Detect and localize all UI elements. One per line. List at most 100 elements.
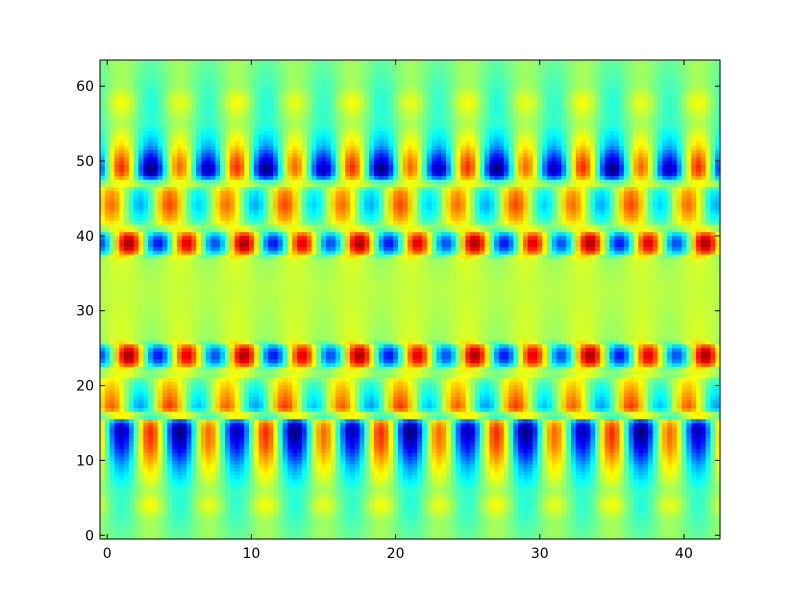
heatmap-cell [696,142,701,146]
heatmap-cell [287,195,292,199]
heatmap-cell [201,157,206,161]
heatmap-cell [191,142,196,146]
heatmap-cell [451,198,456,202]
heatmap-cell [513,202,518,206]
heatmap-cell [561,101,566,105]
heatmap-cell [201,120,206,124]
heatmap-cell [701,67,706,71]
heatmap-cell [364,116,369,120]
heatmap-cell [653,75,658,79]
heatmap-cell [494,150,499,154]
heatmap-cell [633,116,638,120]
heatmap-cell [254,105,259,109]
heatmap-cell [523,124,528,128]
heatmap-cell [403,202,408,206]
heatmap-cell [485,120,490,124]
heatmap-cell [485,97,490,101]
heatmap-cell [696,157,701,161]
heatmap-cell [571,150,576,154]
heatmap-cell [134,161,139,165]
heatmap-cell [643,94,648,98]
heatmap-cell [393,90,398,94]
heatmap-cell [182,90,187,94]
heatmap-cell [259,198,264,202]
heatmap-cell [557,150,562,154]
heatmap-cell [230,183,235,187]
heatmap-cell [658,112,663,116]
heatmap-cell [119,60,124,64]
heatmap-cell [436,187,441,191]
heatmap-cell [581,75,586,79]
heatmap-cell [480,131,485,135]
heatmap-cell [340,139,345,143]
heatmap-cell [311,97,316,101]
heatmap-cell [552,191,557,195]
heatmap-cell [460,146,465,150]
heatmap-cell [422,131,427,135]
heatmap-cell [297,75,302,79]
heatmap-cell [629,183,634,187]
heatmap-cell [691,146,696,150]
heatmap-cell [273,191,278,195]
heatmap-cell [706,109,711,113]
heatmap-cell [682,97,687,101]
heatmap-cell [662,112,667,116]
heatmap-cell [658,120,663,124]
heatmap-cell [259,94,264,98]
heatmap-cell [244,109,249,113]
heatmap-cell [509,109,514,113]
heatmap-cell [364,131,369,135]
heatmap-cell [552,146,557,150]
heatmap-cell [561,120,566,124]
heatmap-cell [710,146,715,150]
heatmap-cell [441,198,446,202]
heatmap-cell [571,97,576,101]
heatmap-cell [196,131,201,135]
heatmap-cell [321,67,326,71]
heatmap-cell [379,71,384,75]
heatmap-cell [268,101,273,105]
heatmap-cell [143,172,148,176]
heatmap-cell [398,94,403,98]
heatmap-cell [552,202,557,206]
heatmap-cell [504,157,509,161]
heatmap-cell [590,146,595,150]
heatmap-cell [456,112,461,116]
heatmap-cell [148,71,153,75]
heatmap-cell [340,161,345,165]
heatmap-cell [504,142,509,146]
heatmap-cell [239,139,244,143]
heatmap-cell [259,64,264,68]
heatmap-cell [177,139,182,143]
heatmap-cell [129,146,134,150]
heatmap-cell [417,154,422,158]
heatmap-cell [480,127,485,131]
heatmap-cell [609,64,614,68]
heatmap-cell [172,146,177,150]
heatmap-cell [528,142,533,146]
heatmap-cell [427,198,432,202]
heatmap-cell [422,142,427,146]
heatmap-cell [590,94,595,98]
heatmap-cell [239,195,244,199]
heatmap-cell [585,109,590,113]
heatmap-cell [143,131,148,135]
heatmap-cell [576,169,581,173]
heatmap-cell [177,198,182,202]
heatmap-cell [148,169,153,173]
heatmap-cell [677,135,682,139]
heatmap-cell [124,97,129,101]
heatmap-cell [605,135,610,139]
heatmap-cell [653,191,658,195]
heatmap-cell [470,64,475,68]
heatmap-cell [287,71,292,75]
heatmap-cell [590,101,595,105]
heatmap-cell [268,180,273,184]
heatmap-cell [542,67,547,71]
heatmap-cell [624,82,629,86]
heatmap-cell [561,169,566,173]
heatmap-cell [432,64,437,68]
heatmap-cell [638,183,643,187]
heatmap-cell [633,120,638,124]
heatmap-cell [489,71,494,75]
